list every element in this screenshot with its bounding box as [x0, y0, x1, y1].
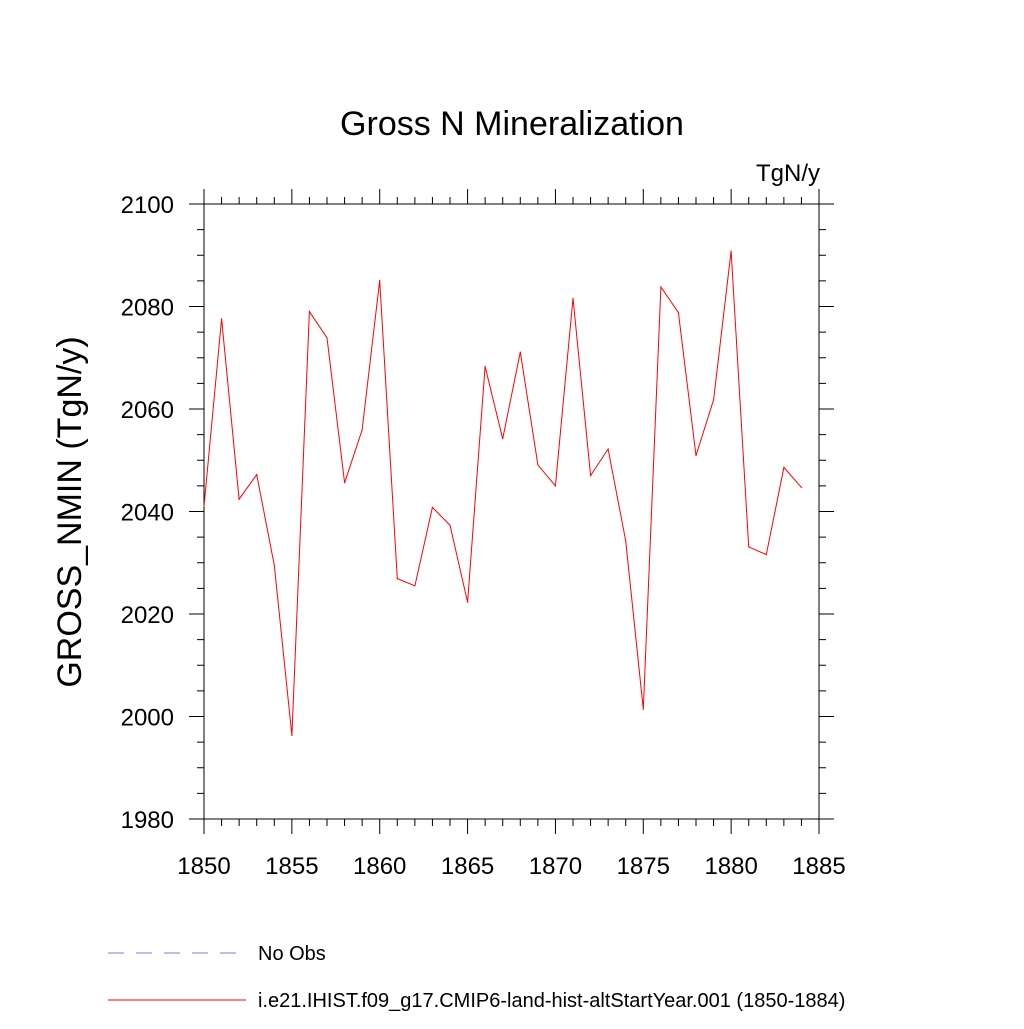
data-point — [238, 498, 240, 500]
data-point — [642, 708, 644, 710]
data-point — [607, 448, 609, 450]
data-point — [554, 485, 557, 487]
data-point — [203, 505, 205, 507]
x-tick-label: 1860 — [353, 853, 406, 880]
data-point — [291, 734, 293, 737]
data-point — [414, 585, 416, 587]
x-tick-label: 1880 — [704, 853, 757, 880]
y-tick-label: 2080 — [121, 295, 174, 322]
data-point — [783, 466, 785, 468]
legend: No Obs i.e21.IHIST.f09_g17.CMIP6-land-his… — [108, 943, 845, 1012]
data-point — [256, 474, 258, 476]
data-point — [765, 554, 767, 556]
data-point — [467, 601, 469, 603]
data-point — [361, 429, 363, 431]
data-point — [326, 337, 328, 339]
legend-label: No Obs — [258, 943, 326, 965]
y-tick-label: 2040 — [121, 500, 174, 527]
x-tick-label: 1870 — [529, 853, 582, 880]
plot-area — [203, 250, 803, 737]
data-point — [484, 365, 486, 368]
data-point — [800, 486, 803, 488]
data-point — [572, 297, 574, 299]
data-point — [502, 438, 504, 440]
data-point — [396, 578, 398, 580]
x-tick-label: 1850 — [177, 853, 230, 880]
data-point — [748, 546, 750, 548]
data-point — [537, 464, 539, 466]
data-point — [590, 475, 592, 477]
data-point — [660, 286, 662, 288]
data-point — [273, 564, 275, 566]
y-tick-label: 2020 — [121, 602, 174, 629]
series-line — [203, 251, 802, 736]
x-tick-label: 1865 — [441, 853, 494, 880]
data-point — [221, 318, 223, 320]
data-point — [519, 351, 521, 353]
y-axis-label: GROSS_NMIN (TgN/y) — [51, 336, 89, 687]
axes: 1850 1855 1860 1865 1870 1875 1880 1885 1980 2000… — [121, 189, 846, 880]
x-tick-label: 1855 — [265, 853, 318, 880]
data-point — [308, 311, 310, 313]
data-point — [677, 312, 680, 314]
y-tick-label: 1980 — [121, 807, 174, 834]
data-point — [695, 455, 697, 457]
x-tick-label: 1875 — [617, 853, 670, 880]
y-tick-label: 2100 — [121, 192, 174, 219]
chart-title: Gross N Mineralization — [340, 105, 684, 143]
units-label: TgN/y — [756, 160, 820, 187]
data-point — [713, 399, 715, 401]
legend-label: i.e21.IHIST.f09_g17.CMIP6-land-hist-altS… — [258, 990, 845, 1012]
plot-frame — [203, 203, 820, 820]
x-tick-label: 1885 — [792, 853, 845, 880]
data-point — [730, 250, 732, 252]
data-point — [449, 524, 451, 526]
y-tick-label: 2060 — [121, 397, 174, 424]
data-point — [625, 540, 627, 542]
data-point — [344, 482, 346, 484]
data-point — [431, 506, 433, 508]
y-tick-label: 2000 — [121, 705, 174, 732]
data-point — [379, 279, 381, 281]
